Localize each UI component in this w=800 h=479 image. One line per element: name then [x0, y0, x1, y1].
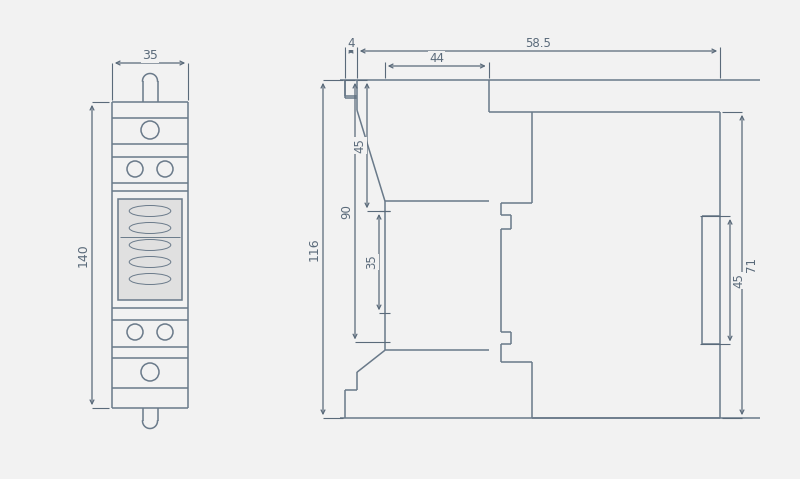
Text: 116: 116 [307, 237, 321, 261]
Text: 45: 45 [354, 138, 366, 153]
Bar [118, 199, 182, 300]
Text: 4: 4 [347, 36, 354, 49]
Text: 58.5: 58.5 [526, 36, 551, 49]
Text: 140: 140 [77, 243, 90, 267]
Text: 71: 71 [745, 258, 758, 273]
Text: 90: 90 [341, 204, 354, 218]
Text: 44: 44 [430, 52, 444, 65]
Text: 45: 45 [733, 273, 746, 287]
Text: 35: 35 [142, 48, 158, 61]
Text: 35: 35 [366, 255, 378, 270]
